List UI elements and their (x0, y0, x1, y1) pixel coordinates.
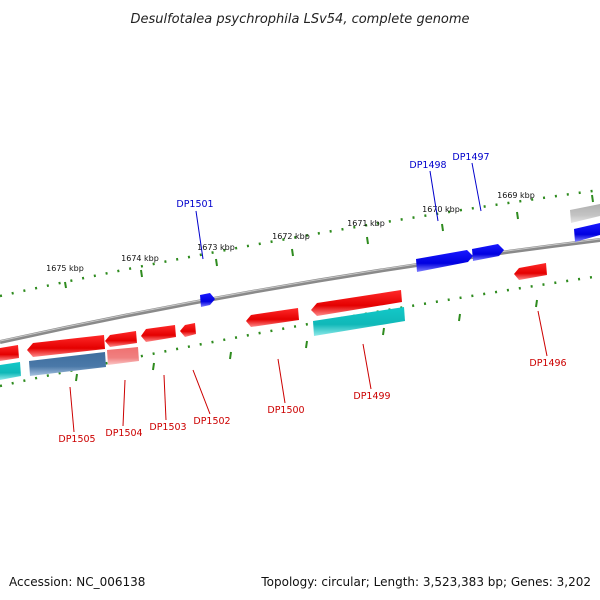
secondary-features (0, 307, 405, 380)
kbp-label-1670: 1670 kbp (422, 205, 460, 214)
gene-dp1503-arrow[interactable] (141, 325, 176, 342)
feature-dp1499-cyan[interactable] (313, 307, 405, 336)
label-leader-lines (69, 162, 548, 433)
gene-dp1496-arrow[interactable] (514, 263, 547, 280)
genome-backbone-highlight (0, 238, 600, 342)
gene-label-dp1497[interactable]: DP1497 (452, 152, 489, 163)
gene-edge-red-arrow[interactable] (0, 345, 19, 361)
gene-label-dp1503[interactable]: DP1503 (149, 422, 186, 433)
outer-major-ticks (64, 194, 594, 289)
gene-label-dp1498[interactable]: DP1498 (409, 160, 446, 171)
gene-label-dp1500[interactable]: DP1500 (267, 405, 304, 416)
reverse-gene-features (0, 263, 547, 361)
gene-dp1497-arrow[interactable] (472, 244, 504, 261)
gene-dp1502-arrow[interactable] (180, 323, 196, 337)
inner-tick-ring (0, 274, 600, 388)
kbp-label-1669: 1669 kbp (497, 191, 535, 200)
gene-dp1500-arrow[interactable] (246, 308, 299, 327)
feature-dp1504-pink[interactable] (107, 347, 139, 365)
map-title: Desulfotalea psychrophila LSv54, complet… (130, 12, 469, 27)
gene-edge-blue-arrow[interactable] (574, 223, 600, 242)
gene-dp1501-arrow[interactable] (200, 293, 215, 307)
gene-dp1499-arrow[interactable] (311, 290, 402, 316)
genome-backbone (0, 238, 600, 344)
kbp-label-1672: 1672 kbp (272, 232, 310, 241)
genome-summary-text: Topology: circular; Length: 3,523,383 bp… (260, 575, 591, 589)
feature-edge-cyan[interactable] (0, 362, 21, 380)
gene-dp1498-arrow[interactable] (416, 250, 473, 272)
gene-edge-grey-arrow[interactable] (570, 204, 600, 223)
gene-label-dp1501[interactable]: DP1501 (176, 199, 213, 210)
kbp-label-1674: 1674 kbp (121, 254, 159, 263)
outer-tick-ring (0, 188, 600, 298)
accession-text: Accession: NC_006138 (9, 575, 145, 589)
gene-label-dp1502[interactable]: DP1502 (193, 416, 230, 427)
kbp-label-1673: 1673 kbp (197, 243, 235, 252)
gene-label-dp1504[interactable]: DP1504 (105, 428, 142, 439)
gene-label-dp1505[interactable]: DP1505 (58, 434, 95, 445)
inner-major-ticks (75, 299, 538, 382)
gene-dp1505-arrow[interactable] (27, 335, 105, 357)
gene-label-dp1496[interactable]: DP1496 (529, 358, 566, 369)
forward-gene-features (200, 204, 600, 307)
kbp-label-1671: 1671 kbp (347, 219, 385, 228)
feature-dp1505-steel[interactable] (29, 352, 106, 376)
gene-label-dp1499[interactable]: DP1499 (353, 391, 390, 402)
kbp-label-1675: 1675 kbp (46, 264, 84, 273)
gene-dp1504-arrow[interactable] (105, 331, 137, 347)
